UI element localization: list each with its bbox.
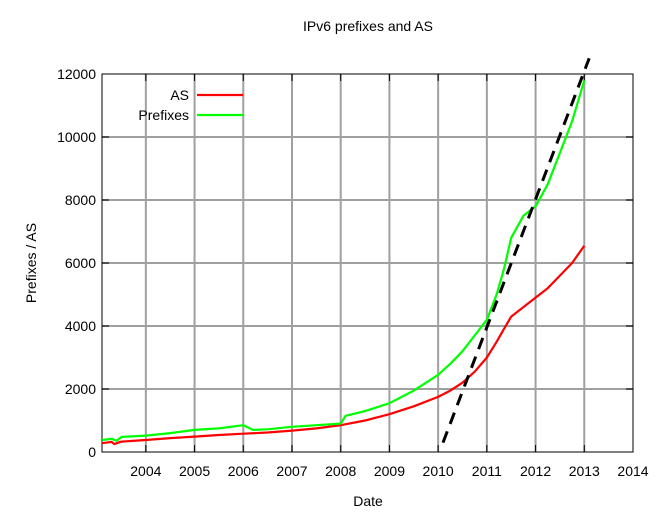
x-tick-label: 2009 <box>374 463 405 479</box>
y-tick-label: 2000 <box>65 381 96 397</box>
legend: AS Prefixes <box>138 87 243 123</box>
y-tick-label: 12000 <box>57 66 96 82</box>
legend-label-as: AS <box>170 87 189 103</box>
series-line-prefixes <box>101 79 586 442</box>
x-axis-label: Date <box>353 493 383 509</box>
series-line-as <box>101 245 586 446</box>
x-tick-label: 2011 <box>472 463 502 479</box>
grid <box>102 74 633 452</box>
x-tick-label: 2010 <box>423 463 454 479</box>
x-tick-label: 2013 <box>569 463 600 479</box>
trend-dashed-line <box>441 57 591 444</box>
series-layer <box>101 79 586 446</box>
y-tick-label: 0 <box>88 444 96 460</box>
x-tick-label: 2014 <box>617 463 648 479</box>
y-axis-label: Prefixes / AS <box>23 223 39 303</box>
y-tick-label: 6000 <box>65 255 96 271</box>
x-tick-label: 2006 <box>228 463 259 479</box>
legend-label-prefixes: Prefixes <box>138 107 189 123</box>
x-tick-label: 2007 <box>276 463 307 479</box>
y-tick-label: 10000 <box>57 129 96 145</box>
axis-ticks: 2004 2005 2006 2007 2008 2009 2010 2011 2012 2013… <box>57 66 649 479</box>
x-tick-label: 2012 <box>520 463 551 479</box>
x-tick-label: 2005 <box>179 463 210 479</box>
chart-title: IPv6 prefixes and AS <box>303 18 433 34</box>
annotation-layer <box>441 57 591 444</box>
x-tick-label: 2008 <box>325 463 356 479</box>
y-tick-label: 8000 <box>65 192 96 208</box>
x-tick-label: 2004 <box>130 463 161 479</box>
y-tick-label: 4000 <box>65 318 96 334</box>
